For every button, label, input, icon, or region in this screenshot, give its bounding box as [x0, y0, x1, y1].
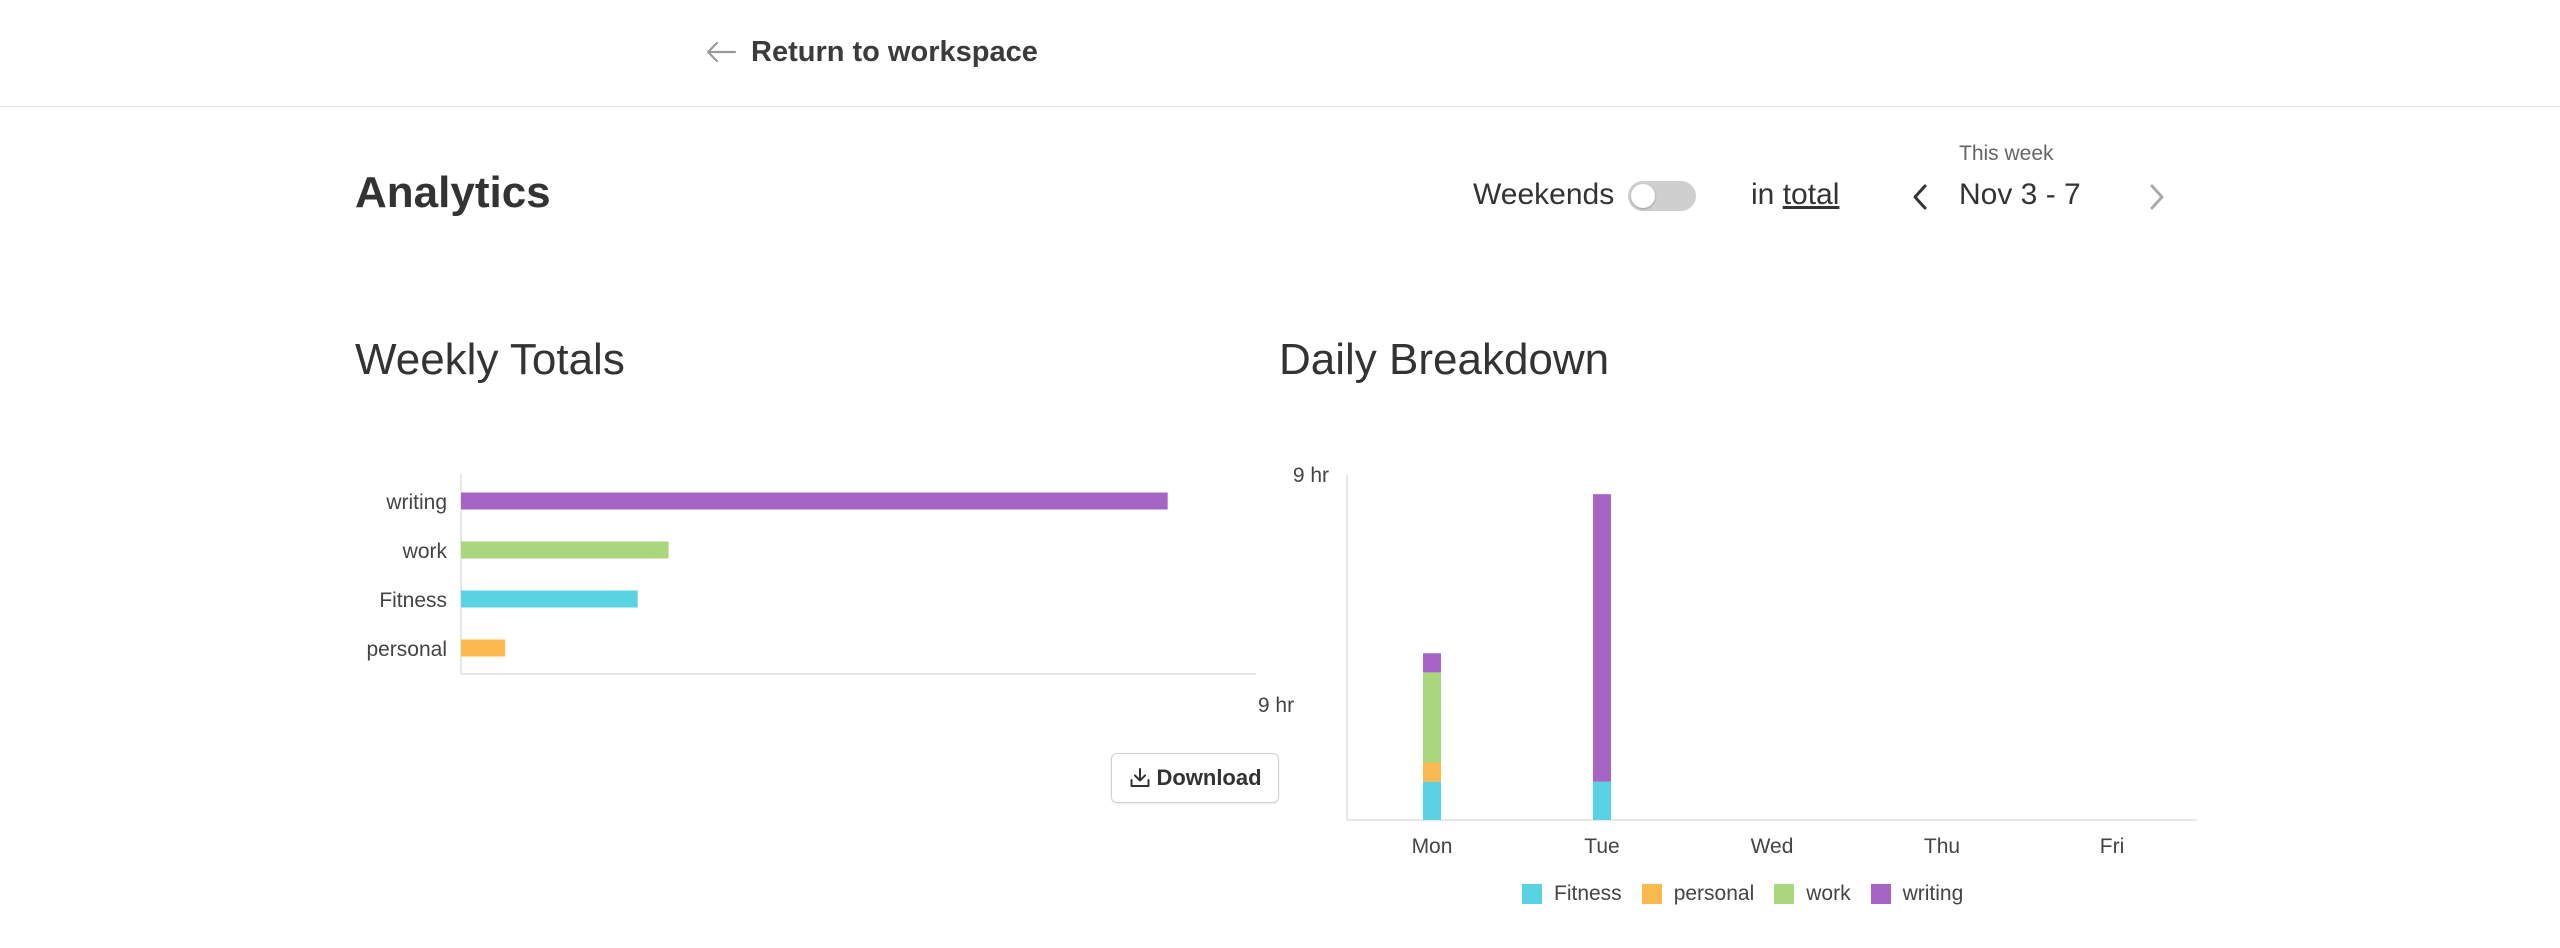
- legend-swatch-personal: [1641, 884, 1662, 904]
- legend-item-fitness: Fitness: [1522, 882, 1622, 906]
- weekends-toggle[interactable]: [1628, 181, 1696, 211]
- x-tick-wed: Wed: [1751, 835, 1794, 858]
- bar-segment-tue-fitness: [1593, 781, 1611, 820]
- daily-breakdown-chart: 9 hr Mon Tue Wed Thu Fri: [1293, 464, 2197, 858]
- return-to-workspace-label: Return to workspace: [751, 35, 1038, 68]
- in-prefix: in: [1751, 178, 1775, 211]
- legend-swatch-writing: [1870, 884, 1891, 904]
- week-caption: This week: [1959, 142, 2054, 165]
- bar-work: [461, 541, 669, 559]
- x-tick-tue: Tue: [1584, 835, 1619, 858]
- category-label-work: work: [402, 540, 448, 563]
- category-label-fitness: Fitness: [379, 589, 447, 612]
- legend-swatch-work: [1774, 884, 1795, 904]
- bar-fitness: [461, 590, 638, 608]
- return-to-workspace-link[interactable]: Return to workspace: [705, 28, 1038, 76]
- arrow-left-icon: [706, 41, 737, 63]
- weekends-label: Weekends: [1473, 178, 1615, 211]
- week-range: Nov 3 - 7: [1959, 178, 2081, 211]
- legend-label-personal: personal: [1673, 882, 1755, 905]
- legend-item-work: work: [1774, 882, 1851, 906]
- bar-segment-mon-writing: [1423, 653, 1441, 673]
- y-tick-max: 9 hr: [1293, 464, 1329, 487]
- bar-writing: [461, 492, 1168, 510]
- x-tick-fri: Fri: [2100, 835, 2125, 858]
- top-bar: Return to workspace: [0, 0, 2560, 107]
- download-button[interactable]: Download: [1111, 753, 1279, 803]
- legend-item-writing: writing: [1870, 882, 1964, 906]
- daily-breakdown-title: Daily Breakdown: [1279, 335, 1610, 384]
- bar-personal: [461, 639, 506, 657]
- bar-segment-mon-personal: [1423, 762, 1441, 782]
- toggle-knob: [1631, 184, 1655, 208]
- legend-swatch-fitness: [1522, 884, 1542, 904]
- download-label: Download: [1156, 765, 1262, 790]
- chevron-left-icon[interactable]: [1905, 180, 1937, 214]
- bar-segment-mon-work: [1423, 672, 1441, 763]
- x-tick-mon: Mon: [1412, 835, 1453, 858]
- legend-item-personal: personal: [1641, 882, 1755, 906]
- bar-segment-tue-writing: [1593, 494, 1611, 782]
- total-dropdown-link[interactable]: total: [1782, 178, 1840, 211]
- bar-segment-mon-fitness: [1423, 781, 1441, 820]
- category-label-personal: personal: [366, 638, 447, 661]
- category-label-writing: writing: [385, 491, 447, 514]
- aggregation-selector: in total: [1751, 178, 1839, 212]
- chart-legend: Fitness personal work writing: [1522, 882, 1983, 906]
- legend-label-work: work: [1806, 882, 1851, 905]
- x-tick-max: 9 hr: [1258, 694, 1294, 717]
- legend-label-fitness: Fitness: [1554, 882, 1622, 905]
- download-icon: [1130, 768, 1150, 787]
- legend-label-writing: writing: [1902, 882, 1964, 905]
- chevron-right-icon[interactable]: [2140, 180, 2172, 214]
- page-title: Analytics: [355, 168, 551, 217]
- weekly-totals-chart: writing work Fitness personal 9 hr: [366, 474, 1294, 717]
- weekly-totals-title: Weekly Totals: [355, 335, 625, 384]
- x-tick-thu: Thu: [1924, 835, 1960, 858]
